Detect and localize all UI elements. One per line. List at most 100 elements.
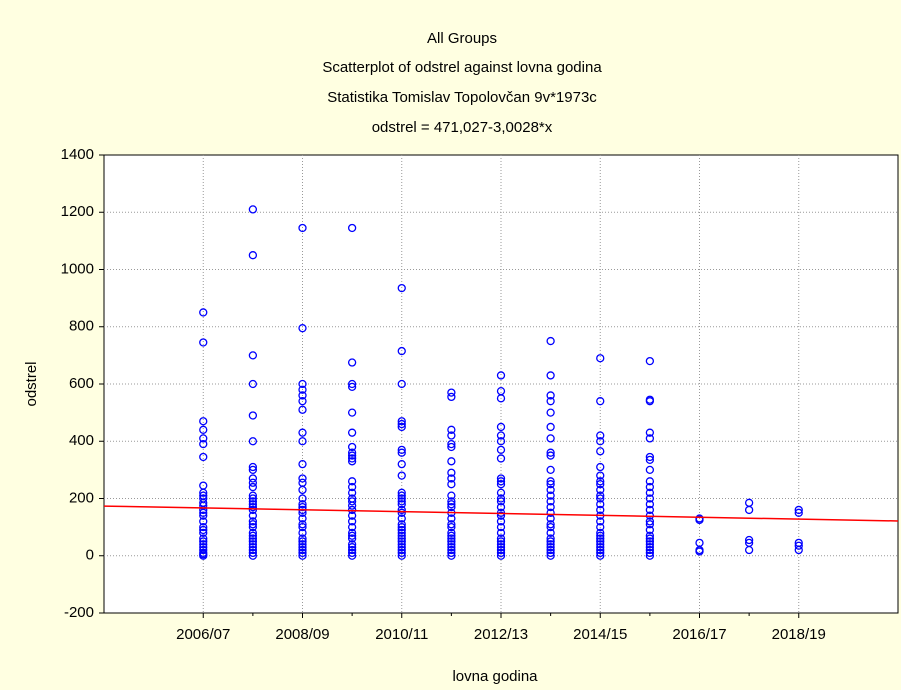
point	[248, 543, 258, 552]
point	[347, 517, 357, 526]
point	[298, 502, 307, 512]
point	[397, 379, 406, 389]
point	[397, 508, 406, 517]
point	[546, 397, 555, 406]
point	[496, 545, 506, 555]
point	[248, 462, 258, 472]
point	[248, 491, 258, 500]
point	[347, 477, 357, 486]
point	[546, 336, 555, 346]
point	[199, 511, 208, 520]
point	[596, 528, 605, 537]
point	[645, 517, 655, 526]
point	[347, 522, 357, 532]
point	[596, 505, 605, 515]
point	[744, 535, 754, 545]
point	[546, 491, 555, 500]
point	[496, 511, 506, 520]
point	[496, 445, 506, 454]
point	[447, 543, 456, 552]
y-tick-label: 800	[69, 318, 94, 335]
point	[347, 528, 357, 537]
point	[347, 511, 357, 520]
y-tick-label: -200	[64, 604, 94, 621]
point	[645, 534, 655, 543]
point	[347, 442, 357, 452]
point	[397, 471, 406, 480]
point	[248, 545, 258, 555]
point	[546, 543, 555, 552]
point	[248, 511, 258, 520]
point	[496, 551, 506, 560]
point	[397, 545, 406, 555]
point	[347, 223, 357, 233]
point	[546, 534, 555, 543]
point	[645, 494, 655, 503]
point	[447, 502, 456, 512]
point	[546, 391, 555, 400]
point	[298, 528, 307, 537]
point	[199, 545, 208, 555]
point	[546, 528, 555, 537]
point	[397, 520, 406, 529]
point	[199, 434, 208, 443]
point	[248, 517, 258, 526]
point	[546, 451, 555, 460]
point	[347, 501, 357, 510]
point	[347, 448, 357, 457]
point	[794, 508, 803, 517]
chart-title: All Groups	[427, 30, 497, 47]
point	[397, 537, 406, 546]
point	[397, 497, 406, 506]
point	[596, 397, 605, 406]
point	[645, 540, 655, 549]
y-tick-label: 1400	[61, 146, 94, 163]
point	[298, 428, 307, 437]
point	[645, 397, 655, 406]
point	[248, 494, 258, 503]
point	[447, 500, 456, 509]
x-tick-label: 2016/17	[672, 626, 726, 643]
point	[199, 537, 208, 546]
point	[447, 392, 456, 402]
point	[546, 485, 555, 495]
point	[447, 425, 456, 434]
point	[199, 522, 208, 532]
point	[248, 411, 258, 420]
point	[397, 534, 406, 543]
point	[298, 540, 307, 549]
point	[248, 522, 258, 532]
y-tick-label: 200	[69, 489, 94, 506]
point	[546, 548, 555, 558]
point	[596, 480, 605, 489]
point	[347, 457, 357, 466]
point	[447, 540, 456, 549]
point	[347, 382, 357, 392]
point	[645, 465, 655, 475]
point	[199, 534, 208, 543]
point	[347, 548, 357, 558]
point	[645, 537, 655, 546]
point	[447, 442, 456, 452]
point	[496, 517, 506, 526]
point	[397, 419, 406, 429]
point	[596, 551, 605, 560]
point	[397, 346, 406, 356]
point	[695, 515, 704, 525]
y-tick-label: 1000	[61, 260, 94, 277]
point	[596, 462, 605, 472]
point	[298, 485, 307, 495]
point	[496, 488, 506, 497]
x-tick-label: 2018/19	[772, 626, 826, 643]
point	[248, 505, 258, 515]
point	[447, 474, 456, 483]
point	[347, 534, 357, 543]
point	[199, 551, 208, 560]
point	[496, 543, 506, 552]
point	[645, 543, 655, 552]
point	[546, 448, 555, 457]
point	[397, 283, 406, 293]
point	[298, 520, 307, 529]
point	[397, 514, 406, 523]
point	[298, 551, 307, 560]
